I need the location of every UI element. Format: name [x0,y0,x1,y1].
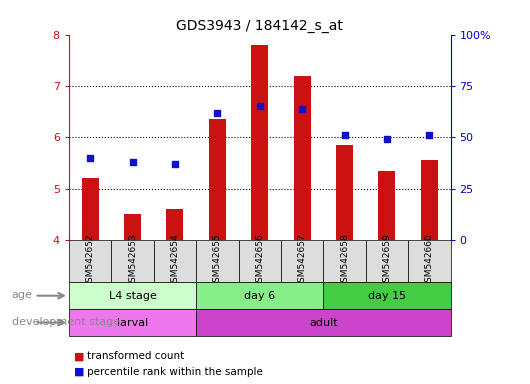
Point [171,161,179,167]
Bar [336,145,353,240]
Text: percentile rank within the sample: percentile rank within the sample [87,367,263,377]
Bar [69,240,111,282]
Bar [323,240,366,282]
Bar [251,45,268,240]
Point [340,132,349,138]
Bar [323,282,450,309]
Bar [154,240,196,282]
Text: GSM542660: GSM542660 [425,234,434,288]
Bar [196,309,450,336]
Text: age: age [12,290,32,300]
Bar [124,214,141,240]
Bar [281,240,323,282]
Bar [111,240,154,282]
Text: ■: ■ [74,351,85,361]
Bar [69,309,196,336]
Point [213,109,222,116]
Bar [196,240,238,282]
Text: L4 stage: L4 stage [109,291,156,301]
Text: GDS3943 / 184142_s_at: GDS3943 / 184142_s_at [176,19,343,33]
Text: ■: ■ [74,367,85,377]
Text: GSM542655: GSM542655 [213,234,222,288]
Text: GSM542656: GSM542656 [255,234,264,288]
Bar [209,119,226,240]
Bar [196,282,323,309]
Point [425,132,434,138]
Bar [166,209,183,240]
Bar [408,240,450,282]
Point [383,136,391,142]
Bar [378,170,395,240]
Bar [421,161,438,240]
Bar [82,178,99,240]
Bar [238,240,281,282]
Text: GSM542657: GSM542657 [298,234,306,288]
Text: GSM542654: GSM542654 [171,234,179,288]
Text: day 6: day 6 [244,291,275,301]
Point [128,159,137,165]
Point [298,106,306,112]
Text: larval: larval [117,318,148,328]
Text: development stage: development stage [12,317,120,327]
Text: GSM542659: GSM542659 [383,234,391,288]
Point [255,103,264,109]
Text: adult: adult [309,318,338,328]
Text: transformed count: transformed count [87,351,184,361]
Point [86,155,94,161]
Text: day 15: day 15 [368,291,406,301]
Bar [294,76,311,240]
Bar [69,282,196,309]
Text: GSM542658: GSM542658 [340,234,349,288]
Text: GSM542652: GSM542652 [86,234,94,288]
Text: GSM542653: GSM542653 [128,234,137,288]
Bar [366,240,408,282]
